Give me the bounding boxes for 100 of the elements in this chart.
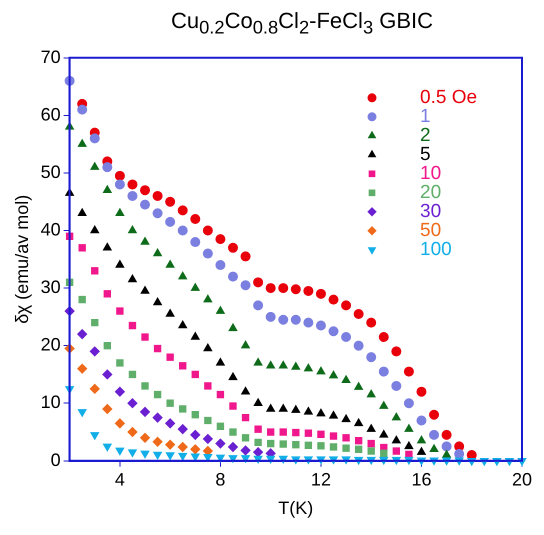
point — [366, 352, 376, 362]
point — [241, 386, 250, 394]
point — [90, 226, 100, 234]
point — [215, 234, 226, 244]
point — [354, 308, 364, 319]
point — [166, 260, 175, 268]
point — [330, 443, 338, 451]
point — [78, 244, 86, 252]
point — [165, 216, 176, 227]
point — [378, 366, 389, 377]
point — [292, 441, 300, 448]
point — [78, 296, 86, 304]
point — [90, 384, 100, 394]
point — [152, 208, 163, 218]
point — [166, 353, 174, 361]
y-tick-label: 50 — [40, 162, 61, 182]
point — [254, 358, 263, 366]
point — [204, 382, 212, 390]
point — [266, 456, 276, 464]
point — [202, 248, 213, 259]
point — [115, 260, 124, 268]
point — [354, 446, 362, 453]
point — [127, 427, 138, 438]
point — [266, 404, 276, 412]
point — [77, 364, 88, 374]
point — [290, 284, 301, 294]
point — [328, 326, 339, 336]
chart-title: Cu$_{0.2}$Co$_{0.8}$Cl$_{2}$-FeCl$_{3}$ GBIC — [170, 8, 434, 38]
point — [354, 436, 362, 444]
point — [190, 237, 200, 248]
point — [127, 398, 138, 408]
point — [77, 104, 88, 115]
point — [190, 214, 200, 224]
point — [228, 272, 238, 282]
point — [228, 372, 238, 380]
y-tick-label: 0 — [50, 450, 61, 470]
point — [378, 332, 389, 342]
legend-label: 50 — [420, 220, 442, 242]
point — [291, 405, 300, 413]
point — [128, 449, 137, 458]
point — [240, 445, 251, 456]
point — [241, 455, 250, 463]
y-tick-label: 20 — [40, 334, 61, 355]
point — [242, 434, 250, 442]
point — [304, 429, 312, 437]
legend-label: 5 — [420, 144, 431, 166]
point — [141, 333, 149, 341]
point — [278, 283, 288, 294]
point — [253, 447, 264, 458]
point — [115, 448, 124, 456]
point — [316, 366, 326, 374]
point — [154, 390, 162, 398]
point — [304, 364, 313, 372]
point — [78, 409, 87, 417]
point — [216, 358, 225, 366]
point — [215, 438, 226, 449]
point — [290, 314, 301, 325]
point — [366, 318, 376, 328]
point — [90, 432, 100, 440]
point — [102, 404, 112, 414]
point — [202, 434, 213, 444]
point — [392, 412, 401, 420]
point — [354, 340, 364, 351]
point — [102, 369, 112, 380]
y-tick-label: 10 — [40, 392, 61, 412]
point — [102, 162, 112, 172]
legend-label: 1 — [420, 106, 431, 128]
x-axis-title: T(K) — [278, 498, 314, 518]
point — [278, 456, 288, 464]
point — [366, 390, 376, 398]
point — [128, 274, 137, 282]
point — [254, 438, 262, 446]
point — [291, 362, 300, 370]
point — [442, 450, 451, 458]
point — [153, 248, 162, 256]
point — [341, 300, 352, 310]
point — [228, 242, 238, 253]
point — [304, 442, 312, 449]
point — [78, 139, 87, 147]
y-tick-label: 70 — [40, 46, 61, 67]
point — [229, 428, 237, 436]
point — [342, 375, 350, 383]
y-axis-title: δχ (emu/av mol) — [12, 194, 32, 324]
point — [454, 448, 464, 459]
point — [391, 380, 402, 391]
point — [204, 416, 212, 424]
point — [392, 447, 400, 455]
point — [354, 418, 364, 426]
point — [166, 308, 175, 317]
point — [179, 362, 186, 370]
point — [128, 322, 136, 330]
point — [165, 418, 176, 428]
point — [254, 456, 263, 464]
point — [141, 382, 149, 390]
point — [190, 283, 200, 291]
point — [366, 424, 376, 432]
point — [417, 447, 426, 455]
legend-label: 10 — [420, 163, 442, 184]
point — [77, 329, 88, 340]
point — [240, 251, 251, 262]
